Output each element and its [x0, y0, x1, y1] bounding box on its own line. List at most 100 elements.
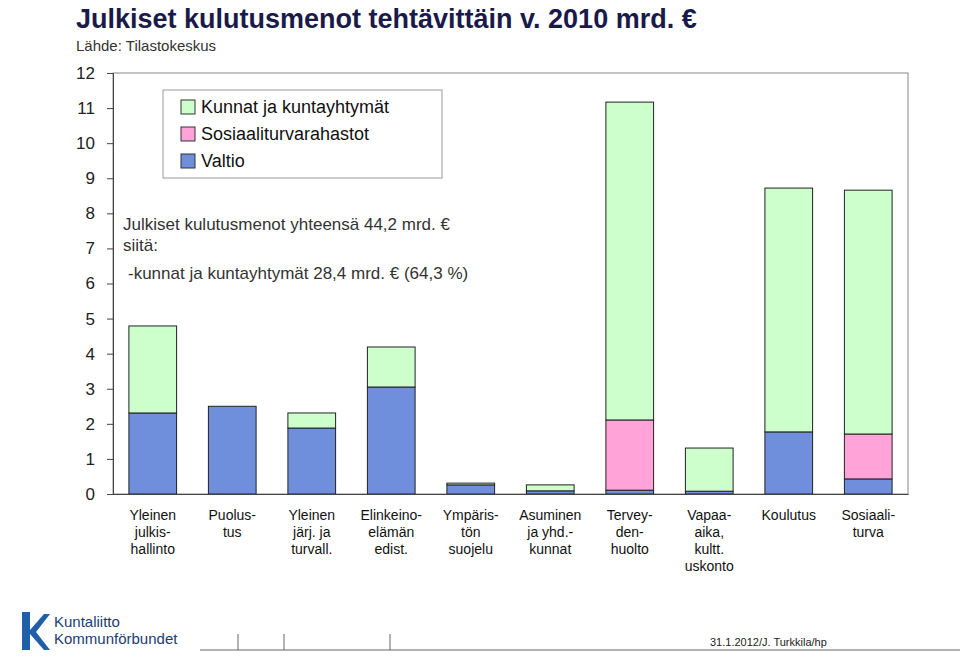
y-tick-label: 2	[86, 415, 95, 434]
x-tick-label: Asuminenja yhd.-kunnat	[519, 507, 581, 557]
bar-segment	[844, 479, 892, 494]
x-tick: Elinkeino-elämänedist.	[361, 494, 423, 557]
y-tick: 0	[86, 485, 113, 504]
footer-divider	[238, 634, 239, 650]
footer: KuntaliittoKommunförbundet 31.1.2012/J. T…	[22, 612, 960, 650]
legend-label: Sosiaaliturvarahastot	[201, 124, 369, 144]
annotation: -kunnat ja kuntayhtymät 28,4 mrd. € (64,…	[128, 264, 468, 283]
y-tick: 1	[86, 450, 113, 469]
y-tick-mark	[107, 143, 113, 144]
bar-segment	[208, 406, 256, 494]
y-tick: 10	[76, 134, 113, 153]
bar-segment	[129, 326, 177, 413]
x-tick: Yleinenjärj. jaturvall.	[288, 494, 335, 557]
bars	[129, 102, 892, 494]
y-tick: 4	[86, 345, 113, 364]
x-tick-label: Yleinenjärj. jaturvall.	[288, 507, 335, 557]
y-tick-mark	[107, 319, 113, 320]
x-tick-label: Tervey-den-huolto	[607, 507, 653, 557]
x-tick-label: Yleinenjulkis-hallinto	[129, 507, 176, 557]
y-tick-mark	[107, 248, 113, 249]
y-tick: 6	[86, 274, 113, 293]
annotation: Julkiset kulutusmenot yhteensä 44,2 mrd.…	[123, 215, 450, 234]
y-tick-label: 4	[86, 345, 95, 364]
y-tick-label: 6	[86, 274, 95, 293]
y-tick-mark	[107, 213, 113, 214]
y-tick: 12	[76, 64, 113, 83]
bar-segment	[606, 420, 654, 490]
x-tick: Sosiaali-turva	[841, 494, 895, 540]
subtitle: Lähde: Tilastokeskus	[76, 37, 216, 54]
credit: 31.1.2012/J. Turkkila/hp	[710, 636, 827, 648]
plot-frame	[113, 73, 908, 494]
bar-segment	[765, 432, 813, 494]
bar-segment	[208, 406, 256, 407]
x-tick-label: Koulutus	[762, 507, 816, 523]
legend-swatch	[181, 100, 195, 114]
y-tick-label: 1	[86, 450, 95, 469]
x-tick: Asuminenja yhd.-kunnat	[519, 494, 581, 557]
bar-segment	[606, 490, 654, 494]
y-tick: 2	[86, 415, 113, 434]
x-tick: Puolus-tus	[209, 494, 257, 540]
footer-divider	[390, 634, 391, 650]
y-tick-mark	[107, 354, 113, 355]
bar-segment	[288, 413, 336, 428]
y-tick-label: 12	[76, 64, 95, 83]
x-tick: Tervey-den-huolto	[607, 494, 653, 557]
bar-segment	[685, 448, 733, 491]
bar-segment	[367, 387, 415, 494]
legend-swatch	[181, 154, 195, 168]
x-tick-label: Vapaa-aika,kultt.uskonto	[685, 507, 734, 574]
legend-box	[163, 90, 442, 178]
footer-rule	[200, 650, 960, 651]
legend-label: Kunnat ja kuntayhtymät	[201, 97, 389, 117]
y-tick: 8	[86, 204, 113, 223]
x-tick: Yleinenjulkis-hallinto	[129, 494, 176, 557]
y-tick-label: 11	[77, 99, 95, 118]
plot: 0123456789101112Yleinenjulkis-hallintoPu…	[76, 64, 908, 574]
y-tick: 11	[77, 99, 113, 118]
title: Julkiset kulutusmenot tehtävittäin v. 20…	[76, 4, 697, 34]
y-tick-mark	[107, 389, 113, 390]
y-tick: 3	[86, 380, 113, 399]
bar-segment	[129, 413, 177, 494]
y-tick: 9	[86, 169, 113, 188]
y-tick-label: 3	[86, 380, 95, 399]
bar-segment	[208, 406, 256, 407]
x-axis: Yleinenjulkis-hallinto Puolus-tus Yleinenj…	[114, 494, 909, 574]
x-tick-label: Elinkeino-elämänedist.	[361, 507, 423, 557]
y-tick-mark	[107, 178, 113, 179]
bar-segment	[367, 347, 415, 387]
legend-label: Valtio	[201, 151, 245, 171]
y-tick: 5	[86, 310, 113, 329]
y-tick-label: 5	[86, 310, 95, 329]
y-axis-line	[107, 74, 114, 495]
annotation: siitä:	[123, 236, 158, 255]
y-tick-mark	[107, 108, 113, 109]
bar-segment	[526, 485, 574, 491]
y-tick: 7	[86, 239, 113, 258]
x-tick-label: Sosiaali-turva	[841, 507, 895, 540]
logo-text: Kommunförbundet	[54, 630, 178, 647]
legend-swatch	[181, 127, 195, 141]
logo-text: Kuntaliitto	[54, 613, 120, 630]
bar-segment	[606, 102, 654, 420]
y-tick-label: 9	[86, 169, 95, 188]
y-tick-mark	[107, 284, 113, 285]
footer-divider	[284, 634, 285, 650]
x-tick: Ympäris-tönsuojelu	[443, 494, 499, 557]
bar-segment	[447, 483, 495, 485]
y-tick-mark	[107, 494, 113, 495]
bar-segment	[288, 428, 336, 494]
y-tick-label: 7	[86, 239, 95, 258]
legend: Kunnat ja kuntayhtymät Sosiaaliturvarahas…	[163, 90, 442, 178]
bar-segment	[844, 190, 892, 434]
y-axis: 0123456789101112	[76, 64, 113, 504]
bar-segment	[447, 485, 495, 494]
x-tick: Vapaa-aika,kultt.uskonto	[685, 494, 734, 574]
chart: Julkiset kulutusmenot tehtävittäin v. 20…	[0, 0, 960, 671]
x-tick-label: Puolus-tus	[209, 507, 257, 540]
x-axis-line	[114, 494, 909, 495]
y-tick-mark	[107, 73, 113, 74]
